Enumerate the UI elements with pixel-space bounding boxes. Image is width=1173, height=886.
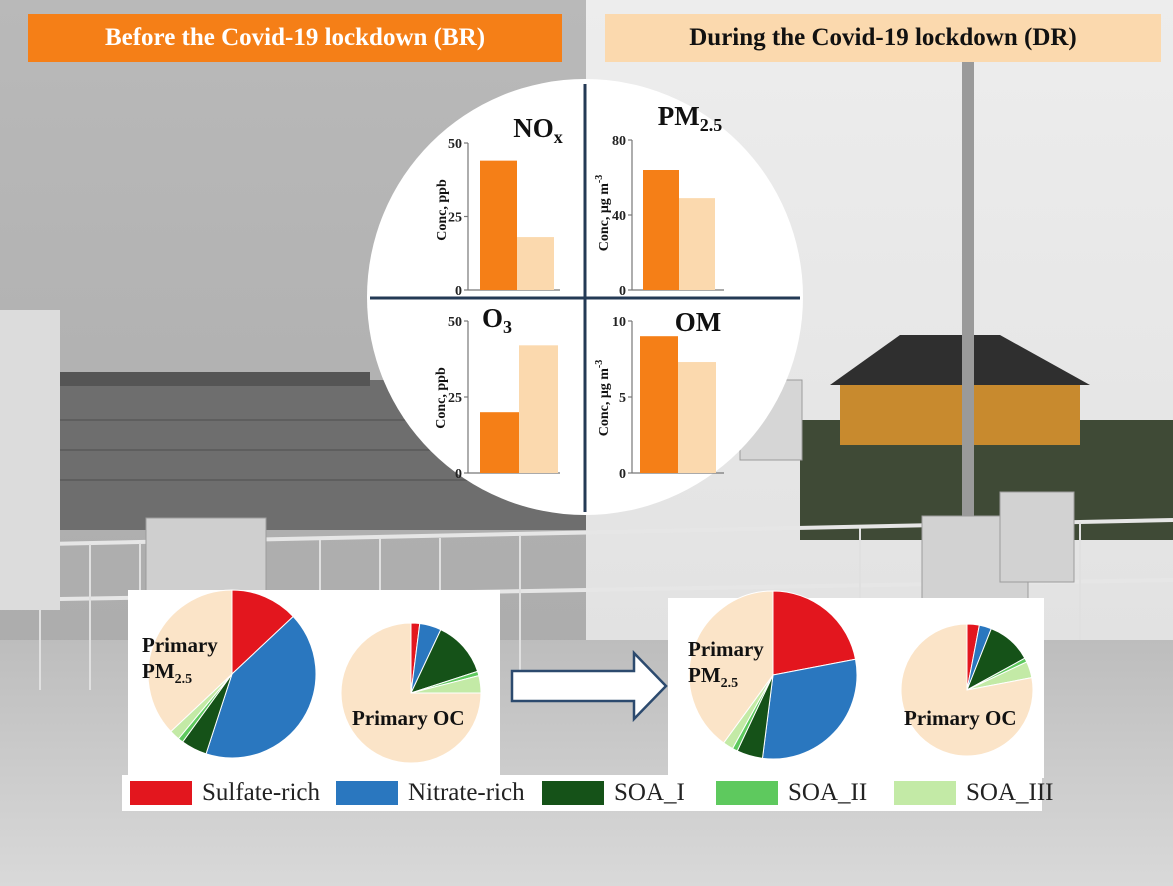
br-primary-oc-label: Primary OC: [352, 706, 465, 730]
om-tick-label: 5: [619, 391, 626, 406]
pie-3-slice-nitrate-rich: [761, 658, 858, 760]
pm25-tick-label: 0: [619, 284, 626, 299]
pm25-bar-br: [643, 170, 679, 290]
pie-1-slice-nitrate-rich: [205, 615, 317, 759]
dr-primary-pm25-label: Primary PM2.5: [688, 636, 764, 697]
legend-swatch-soa-iii: [894, 781, 956, 805]
pie-2-slice-primary: [340, 622, 482, 764]
o3-tick-label: 0: [455, 467, 462, 482]
om-bar-dr: [678, 362, 716, 473]
pie-1-slice-sulfate-rich: [231, 589, 294, 676]
pm25-tick-label: 80: [612, 134, 626, 149]
legend-swatch-sulfate: [130, 781, 192, 805]
dr-primary-word: Primary: [688, 637, 764, 661]
o3-tick-label: 25: [448, 391, 462, 406]
legend-swatch-soa-ii: [716, 781, 778, 805]
nox-tick-label: 50: [448, 137, 462, 152]
pm25-bar-dr: [679, 198, 715, 290]
om-tick-label: 0: [619, 467, 626, 482]
om-title: OM: [675, 307, 722, 337]
o3-ylabel: Conc, ppb: [434, 367, 449, 429]
nox-ylabel: Conc, ppb: [435, 179, 450, 241]
legend-swatch-nitrate: [336, 781, 398, 805]
bar-charts-layer: 0 25 50 0 40 80 0 25 50 0 5 10: [448, 134, 724, 482]
o3-tick-label: 50: [448, 315, 462, 330]
nox-tick-label: 0: [455, 284, 462, 299]
legend-label-soa-ii: SOA_II: [788, 779, 868, 806]
br-primary-word: Primary: [142, 633, 218, 657]
during-lockdown-banner: During the Covid-19 lockdown (DR): [605, 14, 1161, 62]
legend-label-soa-iii: SOA_III: [966, 779, 1054, 806]
pm25-ylabel: Conc, μg m-3: [594, 175, 612, 252]
legend-label-nitrate: Nitrate-rich: [408, 779, 525, 806]
br-primary-pm25-label: Primary PM2.5: [142, 632, 218, 693]
pm25-tick-label: 40: [612, 209, 626, 224]
legend-swatch-soa-i: [542, 781, 604, 805]
legend-label-soa-i: SOA_I: [614, 779, 685, 806]
pies-layer: [147, 589, 1034, 764]
transition-arrow-icon: [510, 649, 668, 723]
nox-tick-label: 25: [448, 211, 462, 226]
br-pm25-word: PM2.5: [142, 659, 193, 688]
before-lockdown-banner: Before the Covid-19 lockdown (BR): [28, 14, 562, 62]
dr-pm25-word: PM2.5: [688, 663, 739, 692]
legend-label-sulfate: Sulfate-rich: [202, 779, 321, 806]
o3-bar-br: [480, 412, 519, 473]
o3-bar-dr: [519, 345, 558, 473]
pie-2-slice-soa_i: [410, 628, 479, 694]
dr-primary-oc-label: Primary OC: [904, 706, 1017, 730]
pie-3-slice-primary: [688, 590, 774, 744]
om-bar-br: [640, 336, 678, 473]
pie-1-slice-primary: [147, 589, 233, 733]
nox-bar-br: [480, 160, 517, 290]
pie-3-slice-sulfate-rich: [772, 590, 857, 676]
nox-bar-dr: [517, 237, 554, 290]
om-ylabel: Conc, μg m-3: [594, 360, 612, 437]
pie-4-slice-primary: [900, 623, 1034, 757]
legend: Sulfate-rich Nitrate-rich SOA_I SOA_II S…: [122, 775, 1054, 811]
om-tick-label: 10: [612, 315, 626, 330]
